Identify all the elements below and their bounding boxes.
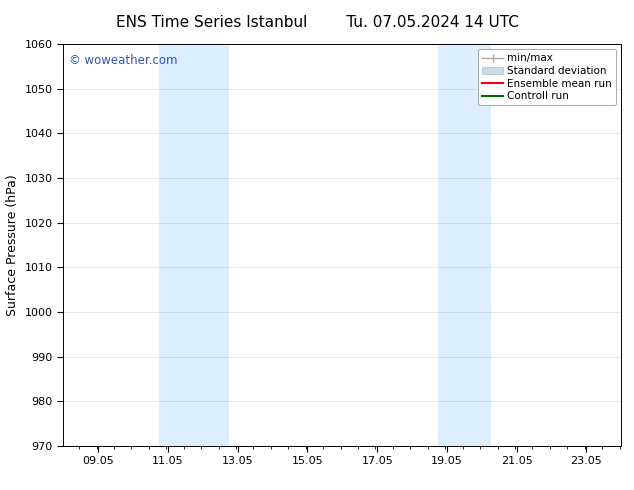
- Bar: [438, 44, 491, 446]
- Bar: [159, 44, 229, 446]
- Text: © woweather.com: © woweather.com: [69, 54, 178, 67]
- Legend: min/max, Standard deviation, Ensemble mean run, Controll run: min/max, Standard deviation, Ensemble me…: [478, 49, 616, 105]
- Y-axis label: Surface Pressure (hPa): Surface Pressure (hPa): [6, 174, 19, 316]
- Text: ENS Time Series Istanbul        Tu. 07.05.2024 14 UTC: ENS Time Series Istanbul Tu. 07.05.2024 …: [115, 15, 519, 30]
